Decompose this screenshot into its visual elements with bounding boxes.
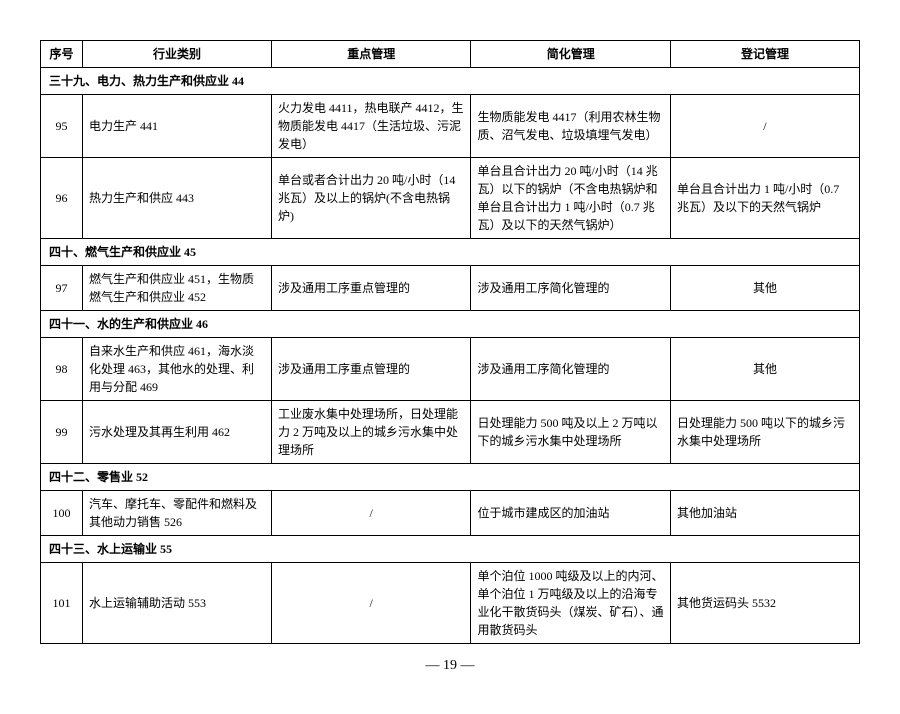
cell-industry: 电力生产 441 — [83, 95, 272, 158]
industry-table: 序号 行业类别 重点管理 简化管理 登记管理 三十九、电力、热力生产和供应业 4… — [40, 40, 860, 644]
cell-key: 单台或者合计出力 20 吨/小时（14 兆瓦）及以上的锅炉(不含电热锅炉) — [271, 158, 470, 239]
table-row: 98自来水生产和供应 461，海水淡化处理 463，其他水的处理、利用与分配 4… — [41, 338, 860, 401]
table-row: 96热力生产和供应 443单台或者合计出力 20 吨/小时（14 兆瓦）及以上的… — [41, 158, 860, 239]
cell-industry: 热力生产和供应 443 — [83, 158, 272, 239]
cell-key: 涉及通用工序重点管理的 — [271, 338, 470, 401]
cell-industry: 水上运输辅助活动 553 — [83, 563, 272, 644]
cell-simple: 单台且合计出力 20 吨/小时（14 兆瓦）以下的锅炉（不含电热锅炉和单台且合计… — [471, 158, 670, 239]
cell-seq: 95 — [41, 95, 83, 158]
cell-seq: 97 — [41, 266, 83, 311]
cell-register: 单台且合计出力 1 吨/小时（0.7 兆瓦）及以下的天然气锅炉 — [670, 158, 859, 239]
cell-simple: 生物质能发电 4417（利用农林生物质、沼气发电、垃圾填埋气发电） — [471, 95, 670, 158]
cell-simple: 单个泊位 1000 吨级及以上的内河、单个泊位 1 万吨级及以上的沿海专业化干散… — [471, 563, 670, 644]
table-row: 100汽车、摩托车、零配件和燃料及其他动力销售 526/位于城市建成区的加油站其… — [41, 491, 860, 536]
cell-register: 其他货运码头 5532 — [670, 563, 859, 644]
section-title: 三十九、电力、热力生产和供应业 44 — [41, 68, 860, 95]
cell-seq: 98 — [41, 338, 83, 401]
header-register: 登记管理 — [670, 41, 859, 68]
cell-key: 工业废水集中处理场所，日处理能力 2 万吨及以上的城乡污水集中处理场所 — [271, 401, 470, 464]
table-row: 101水上运输辅助活动 553/单个泊位 1000 吨级及以上的内河、单个泊位 … — [41, 563, 860, 644]
section-header: 四十、燃气生产和供应业 45 — [41, 239, 860, 266]
section-header: 三十九、电力、热力生产和供应业 44 — [41, 68, 860, 95]
header-key: 重点管理 — [271, 41, 470, 68]
table-header: 序号 行业类别 重点管理 简化管理 登记管理 — [41, 41, 860, 68]
table-row: 97燃气生产和供应业 451，生物质燃气生产和供应业 452涉及通用工序重点管理… — [41, 266, 860, 311]
cell-simple: 涉及通用工序简化管理的 — [471, 338, 670, 401]
header-industry: 行业类别 — [83, 41, 272, 68]
table-body: 三十九、电力、热力生产和供应业 4495电力生产 441火力发电 4411，热电… — [41, 68, 860, 644]
cell-simple: 位于城市建成区的加油站 — [471, 491, 670, 536]
cell-seq: 100 — [41, 491, 83, 536]
cell-key: / — [271, 563, 470, 644]
cell-industry: 汽车、摩托车、零配件和燃料及其他动力销售 526 — [83, 491, 272, 536]
cell-key: 火力发电 4411，热电联产 4412，生物质能发电 4417（生活垃圾、污泥发… — [271, 95, 470, 158]
header-simple: 简化管理 — [471, 41, 670, 68]
cell-simple: 涉及通用工序简化管理的 — [471, 266, 670, 311]
cell-register: / — [670, 95, 859, 158]
cell-key: 涉及通用工序重点管理的 — [271, 266, 470, 311]
table-row: 99污水处理及其再生利用 462工业废水集中处理场所，日处理能力 2 万吨及以上… — [41, 401, 860, 464]
cell-simple: 日处理能力 500 吨及以上 2 万吨以下的城乡污水集中处理场所 — [471, 401, 670, 464]
page-number: — 19 — — [40, 658, 860, 674]
cell-industry: 污水处理及其再生利用 462 — [83, 401, 272, 464]
cell-register: 其他加油站 — [670, 491, 859, 536]
cell-register: 其他 — [670, 266, 859, 311]
cell-seq: 101 — [41, 563, 83, 644]
table-row: 95电力生产 441火力发电 4411，热电联产 4412，生物质能发电 441… — [41, 95, 860, 158]
section-header: 四十一、水的生产和供应业 46 — [41, 311, 860, 338]
cell-key: / — [271, 491, 470, 536]
section-title: 四十三、水上运输业 55 — [41, 536, 860, 563]
section-title: 四十二、零售业 52 — [41, 464, 860, 491]
section-title: 四十、燃气生产和供应业 45 — [41, 239, 860, 266]
header-seq: 序号 — [41, 41, 83, 68]
cell-seq: 99 — [41, 401, 83, 464]
cell-register: 其他 — [670, 338, 859, 401]
cell-industry: 自来水生产和供应 461，海水淡化处理 463，其他水的处理、利用与分配 469 — [83, 338, 272, 401]
section-header: 四十二、零售业 52 — [41, 464, 860, 491]
cell-seq: 96 — [41, 158, 83, 239]
cell-industry: 燃气生产和供应业 451，生物质燃气生产和供应业 452 — [83, 266, 272, 311]
cell-register: 日处理能力 500 吨以下的城乡污水集中处理场所 — [670, 401, 859, 464]
section-title: 四十一、水的生产和供应业 46 — [41, 311, 860, 338]
section-header: 四十三、水上运输业 55 — [41, 536, 860, 563]
